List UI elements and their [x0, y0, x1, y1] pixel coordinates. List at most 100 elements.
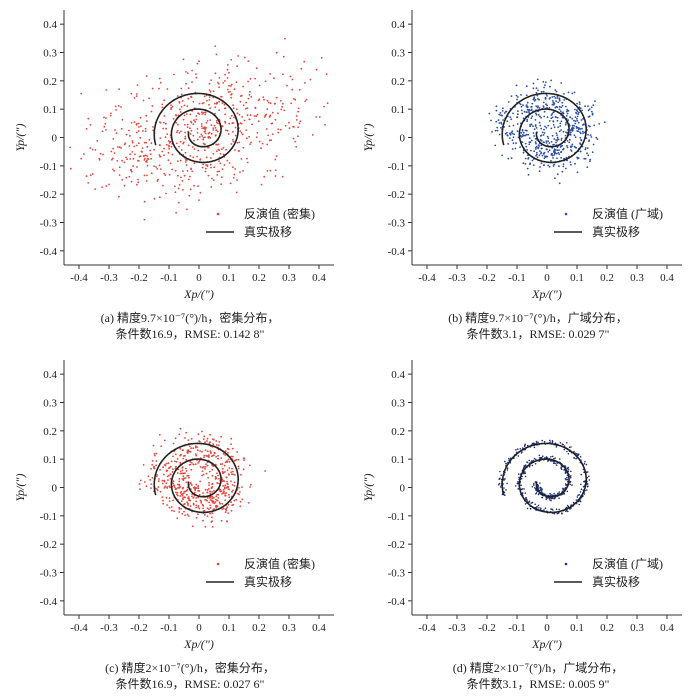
scatter-point — [585, 137, 588, 140]
scatter-point — [165, 496, 168, 499]
scatter-point — [226, 461, 229, 463]
scatter-point — [554, 89, 557, 91]
scatter-point — [545, 498, 547, 501]
scatter-point — [174, 453, 177, 456]
scatter-point — [522, 162, 525, 165]
scatter-point — [563, 93, 565, 95]
scatter-point — [208, 454, 210, 456]
scatter-point — [201, 113, 204, 115]
scatter-point — [114, 105, 117, 108]
scatter-point — [144, 127, 147, 130]
scatter-point — [551, 99, 554, 102]
scatter-point — [222, 153, 225, 156]
scatter-point — [293, 98, 295, 100]
scatter-point — [232, 470, 234, 473]
scatter-point — [304, 100, 307, 102]
scatter-point — [239, 100, 242, 103]
scatter-point — [185, 481, 188, 484]
scatter-point — [255, 67, 258, 70]
scatter-point — [239, 95, 242, 97]
scatter-point — [145, 180, 148, 182]
scatter-point — [180, 453, 182, 456]
scatter-point — [213, 502, 216, 505]
scatter-point — [525, 145, 528, 148]
scatter-point — [573, 145, 576, 148]
scatter-point — [201, 102, 204, 105]
x-tick-label: 0.2 — [600, 622, 614, 634]
scatter-point — [224, 120, 226, 123]
scatter-point — [318, 116, 321, 118]
scatter-point — [560, 129, 562, 131]
scatter-point — [192, 502, 195, 505]
scatter-point — [581, 124, 584, 126]
x-tick-label: 0 — [196, 622, 202, 634]
scatter-point — [128, 145, 131, 147]
scatter-point — [230, 93, 233, 95]
scatter-point — [583, 493, 586, 495]
scatter-point — [233, 485, 236, 487]
scatter-point — [274, 118, 277, 121]
scatter-point — [541, 488, 543, 490]
scatter-point — [543, 441, 546, 443]
scatter-point — [211, 454, 214, 457]
scatter-point — [227, 91, 230, 93]
scatter-point — [263, 116, 266, 118]
scatter-point — [186, 501, 189, 503]
scatter-point — [137, 181, 140, 184]
scatter-point — [222, 485, 225, 487]
scatter-point — [207, 476, 210, 479]
scatter-point — [212, 90, 215, 93]
scatter-point — [144, 154, 147, 157]
scatter-point — [203, 454, 206, 457]
scatter-point — [556, 492, 559, 495]
scatter-point — [156, 474, 158, 476]
scatter-point — [195, 454, 198, 457]
scatter-point — [565, 510, 567, 513]
scatter-point — [186, 105, 189, 108]
scatter-point — [150, 483, 153, 485]
scatter-point — [550, 160, 552, 162]
scatter-point — [230, 83, 233, 86]
scatter-point — [576, 117, 578, 120]
scatter-point — [598, 123, 601, 125]
scatter-point — [132, 157, 135, 160]
scatter-point — [221, 470, 224, 473]
scatter-point — [562, 147, 565, 150]
scatter-point — [195, 73, 197, 75]
scatter-point — [181, 189, 184, 191]
scatter-point — [553, 512, 556, 515]
scatter-point — [266, 108, 269, 110]
scatter-point — [202, 438, 205, 440]
scatter-point — [498, 113, 501, 116]
scatter-point — [206, 120, 209, 122]
scatter-point — [191, 495, 193, 498]
scatter-point — [584, 148, 587, 151]
scatter-point — [558, 153, 561, 156]
scatter-point — [216, 170, 219, 173]
y-tick-label: -0.3 — [40, 218, 58, 230]
scatter-point — [573, 134, 576, 137]
scatter-point — [511, 132, 514, 135]
scatter-point — [156, 488, 158, 490]
scatter-point — [574, 162, 576, 165]
x-tick-label: 0 — [544, 622, 550, 634]
scatter-point — [158, 164, 161, 167]
scatter-point — [224, 113, 227, 116]
scatter-point — [186, 452, 189, 455]
scatter-point — [189, 482, 192, 485]
scatter-point — [89, 124, 92, 126]
scatter-point — [251, 123, 254, 126]
scatter-point — [211, 520, 214, 523]
scatter-point — [156, 168, 159, 170]
scatter-point — [171, 105, 174, 108]
scatter-point — [189, 450, 192, 453]
scatter-point — [274, 102, 277, 105]
scatter-point — [545, 142, 548, 144]
scatter-point — [537, 441, 539, 444]
scatter-point — [222, 468, 224, 470]
scatter-point — [554, 177, 556, 180]
scatter-point — [183, 114, 186, 117]
caption-c-line1: (c) 精度2×10⁻⁷(°)/h，密集分布， — [105, 661, 275, 675]
scatter-point — [537, 484, 539, 486]
scatter-point — [214, 112, 217, 115]
